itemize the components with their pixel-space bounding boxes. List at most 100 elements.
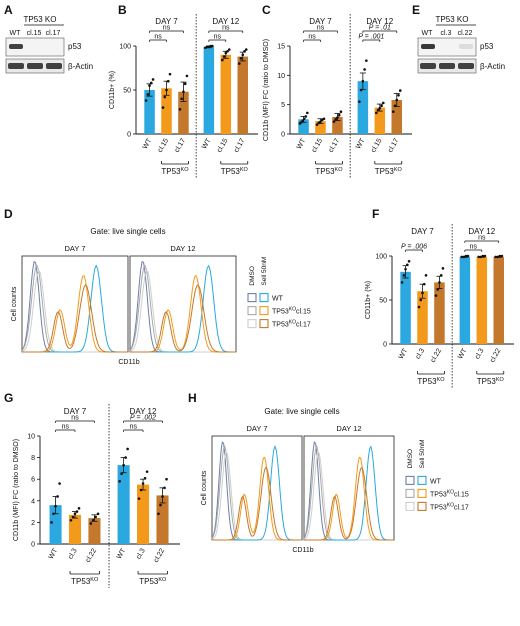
data-point [483,254,487,258]
day-label: DAY 12 [366,17,393,26]
data-point [358,100,361,104]
significance-label: P = .001 [358,34,384,41]
data-point [382,101,385,105]
x-tick-label: WT [457,347,469,361]
x-tick-label: cl.3 [135,547,147,560]
x-tick-label: WT [116,547,128,561]
panel-label-f: F [372,207,379,221]
group-label-sup: KO [240,167,249,173]
data-point [143,476,147,480]
bar [434,282,445,344]
actin-band [27,63,43,69]
y-tick-label: 50 [379,298,387,305]
panel-label-e: E [412,3,420,17]
x-tick-label: WT [201,137,213,151]
y-tick-label: 5 [281,102,285,109]
data-point [148,84,151,87]
data-point [52,512,55,516]
data-point [404,267,407,271]
data-point [161,106,165,109]
data-point [141,482,145,485]
x-tick-label: cl.3 [67,547,79,560]
y-tick-label: 10 [277,73,285,80]
group-label-sup: KO [158,577,167,583]
data-point [157,512,160,516]
data-point [301,119,305,122]
data-point [239,57,243,60]
data-point [334,118,337,121]
data-point [376,108,380,112]
data-point [120,472,123,476]
data-point [69,518,73,522]
data-point [494,255,497,259]
legend-item: TP53KOcl.17 [430,502,469,511]
data-point [122,463,125,467]
legend-item-sup: KO [289,307,296,313]
flow-panel-h: Gate: live single cells Cell counts DAY 7 D… [201,407,469,554]
blot-membrane-top [5,37,65,57]
bar [237,56,249,135]
data-point [166,79,170,83]
data-point [159,503,162,507]
group-label-sup: KO [496,377,505,383]
x-tick-label: cl.17 [387,137,401,153]
legend-swatch [247,293,257,303]
x-tick-label: WT [48,547,60,561]
blot-header: TP53 KO [24,15,57,24]
group-label: TP53KO [221,167,249,176]
bar [137,484,150,544]
significance-label: P = .006 [401,244,427,251]
histogram-curve [303,441,394,541]
data-point [161,495,164,498]
legend-swatch [259,306,269,316]
data-point [77,507,81,510]
data-point [462,255,466,259]
x-tick-label: cl.3 [415,347,427,360]
data-point [151,78,155,81]
data-point [395,98,399,102]
legend-head: Sell 50nM [419,439,426,468]
histogram-curve [212,466,302,541]
histogram-frame [129,255,237,353]
x-tick-label: cl.15 [216,137,230,153]
data-point [241,53,245,57]
data-point [460,255,464,259]
data-point [402,274,406,277]
y-tick-label: 100 [119,44,131,51]
bar [476,256,488,344]
data-point [183,82,187,86]
group-label: TP53KO [71,577,99,586]
y-tick-label: 0 [383,342,387,349]
data-point [500,254,504,258]
legend-swatch [417,488,427,498]
data-point [144,99,148,102]
legend-item: TP53KOcl.15 [430,489,469,498]
group-label: TP53KO [139,577,167,586]
legend-item-sup: KO [447,502,454,508]
legend-swatch [405,488,415,498]
bar [298,119,309,134]
bar [156,495,169,544]
data-point [421,291,424,295]
p53-band [9,44,23,49]
lane-label: cl.22 [458,30,473,37]
histogram-curve [22,283,128,353]
x-tick-label: cl.17 [328,137,342,153]
data-point [391,110,395,114]
flow-x-label: CD11b [118,359,139,366]
data-point [441,267,445,270]
x-tick-label: cl.22 [489,347,503,363]
data-point [339,110,343,114]
legend-swatch [259,319,269,329]
group-label-sup: KO [394,167,403,173]
x-tick-label: WT [355,137,367,151]
data-point [73,512,77,516]
data-point [436,288,439,291]
histogram-curve [304,466,394,541]
data-point [243,49,246,53]
actin-band [8,63,24,69]
legend-head: Sell 50nM [261,257,268,286]
x-tick-label: cl.3 [474,347,486,360]
x-tick-label: cl.15 [370,137,384,153]
